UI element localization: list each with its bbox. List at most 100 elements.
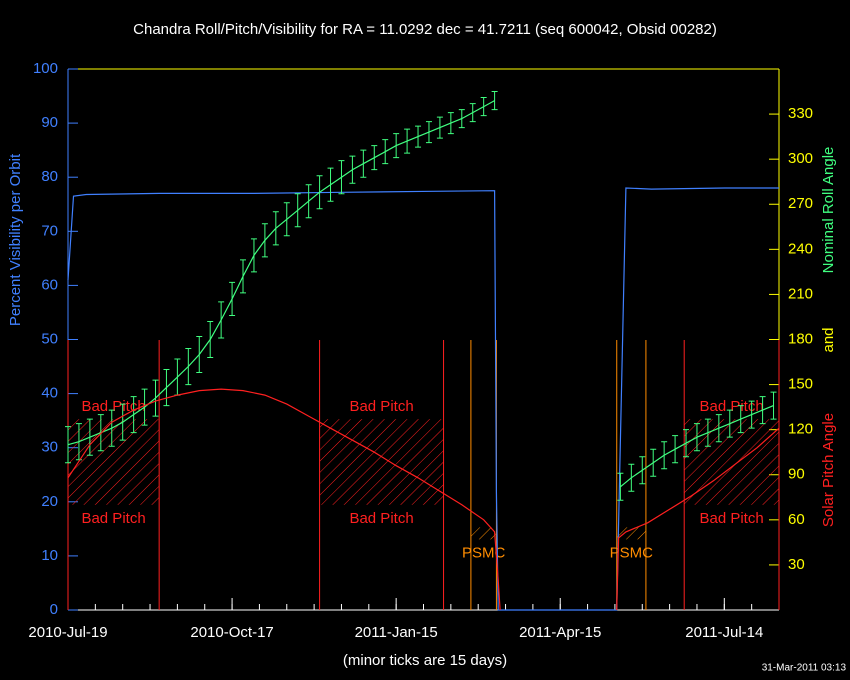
error-bar (737, 405, 744, 434)
error-bar (119, 403, 126, 441)
error-bar (163, 369, 170, 407)
error-bar (327, 167, 334, 202)
error-bar (218, 301, 225, 339)
error-bar (382, 139, 389, 165)
error-bar (229, 281, 236, 316)
error-bar (672, 435, 679, 464)
region-label: Bad Pitch (349, 510, 413, 527)
error-bar (639, 456, 646, 485)
error-bar (371, 145, 378, 171)
error-bar (415, 125, 422, 148)
y2-tick-label: 300 (788, 150, 813, 167)
error-bar (360, 149, 367, 178)
series-line (67, 187, 779, 611)
x-tick-label: 2011-Jan-15 (355, 624, 438, 641)
x-tick-label: 2011-Jul-14 (685, 624, 763, 641)
y2-tick-label: 120 (788, 421, 813, 438)
error-bar (693, 423, 700, 452)
error-bar (447, 112, 454, 135)
region-band (470, 527, 497, 540)
error-bar (152, 379, 159, 417)
timestamp: 31-Mar-2011 03:13 (762, 663, 847, 674)
error-bar (338, 160, 345, 195)
error-bar (250, 238, 257, 273)
region-label: PSMC (610, 544, 654, 561)
error-bar (704, 418, 711, 447)
error-bar (458, 109, 465, 129)
region-label: Bad Pitch (699, 510, 763, 527)
error-bar (683, 429, 690, 458)
error-bar (349, 155, 356, 184)
error-bar (185, 348, 192, 386)
region-band (68, 419, 160, 505)
error-bar (393, 133, 400, 159)
region-label: Bad Pitch (81, 398, 145, 415)
error-bar (316, 175, 323, 210)
y-tick-label: 90 (41, 114, 58, 131)
y2-tick-label: 270 (788, 195, 813, 212)
error-bar (770, 391, 777, 420)
error-bar (617, 472, 624, 501)
error-bar (661, 441, 668, 470)
y-tick-label: 60 (41, 276, 58, 293)
error-bar (650, 448, 657, 477)
error-bar (436, 116, 443, 139)
error-bar (108, 409, 115, 447)
y-axis-label: Percent Visibility per Orbit (7, 153, 24, 326)
y-tick-label: 80 (41, 168, 58, 185)
x-tick-label: 2011-Apr-15 (519, 624, 601, 641)
y-tick-label: 10 (41, 547, 58, 564)
error-bar (294, 193, 301, 228)
y2-axis-label: Nominal Roll Angle (820, 147, 837, 274)
region-label: PSMC (462, 544, 506, 561)
error-bar (141, 388, 148, 426)
y2-tick-label: 330 (788, 105, 813, 122)
region-band (684, 419, 779, 505)
error-bar (425, 121, 432, 144)
y-tick-label: 50 (41, 330, 58, 347)
error-bar (759, 396, 766, 425)
x-axis-label: (minor ticks are 15 days) (343, 652, 507, 669)
error-bar (491, 91, 498, 111)
error-bar (404, 128, 411, 154)
y-tick-label: 30 (41, 439, 58, 456)
error-bar (272, 211, 279, 246)
error-bar (130, 396, 137, 434)
y-tick-label: 0 (50, 601, 58, 618)
y2-axis-label: Solar Pitch Angle (820, 413, 837, 527)
error-bar (469, 103, 476, 123)
y2-tick-label: 240 (788, 240, 813, 257)
error-bar (715, 414, 722, 443)
region-label: Bad Pitch (81, 510, 145, 527)
region-label: Bad Pitch (699, 398, 763, 415)
error-bar (283, 202, 290, 237)
error-bar (261, 223, 268, 258)
x-tick-label: 2010-Jul-19 (28, 624, 107, 641)
y-tick-label: 20 (41, 493, 58, 510)
y-tick-label: 100 (33, 60, 58, 77)
series-line (67, 388, 780, 611)
y2-tick-label: 150 (788, 376, 813, 393)
error-bar (75, 423, 82, 461)
error-bar (240, 259, 247, 294)
error-bar (65, 426, 71, 464)
y2-tick-label: 180 (788, 330, 813, 347)
y2-tick-label: 30 (788, 556, 805, 573)
region-label: Bad Pitch (349, 398, 413, 415)
y2-tick-label: 60 (788, 511, 805, 528)
y2-axis-label: and (820, 327, 837, 352)
y-tick-label: 70 (41, 222, 58, 239)
chart-title: Chandra Roll/Pitch/Visibility for RA = 1… (133, 21, 717, 38)
error-bar (726, 409, 733, 438)
y2-tick-label: 90 (788, 466, 805, 483)
error-bar (86, 418, 93, 456)
x-tick-label: 2010-Oct-17 (190, 624, 273, 641)
error-bar (305, 184, 312, 219)
error-bar (748, 400, 755, 429)
y2-tick-label: 210 (788, 285, 813, 302)
error-bar (628, 463, 635, 492)
region-band (616, 527, 646, 540)
y-tick-label: 40 (41, 385, 58, 402)
